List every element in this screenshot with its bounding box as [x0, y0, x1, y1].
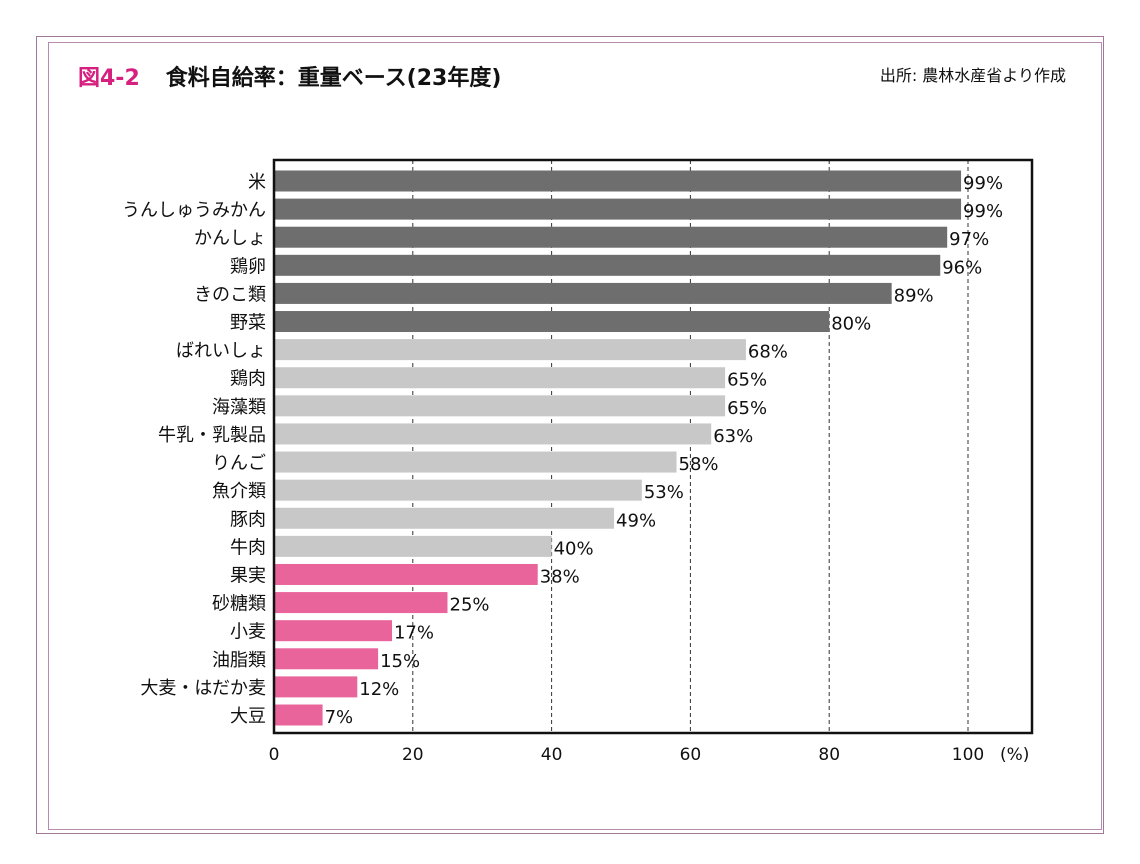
bar — [274, 676, 358, 698]
bar — [274, 507, 615, 529]
bar — [274, 479, 642, 501]
category-label: 砂糖類 — [212, 594, 266, 615]
bar — [274, 423, 712, 445]
title-text: 食料自給率：重量ベース(23年度) — [165, 66, 502, 91]
bar — [274, 254, 941, 276]
data-label: 99% — [963, 173, 1003, 194]
category-label: 野菜 — [230, 313, 266, 334]
category-label: 魚介類 — [212, 481, 266, 502]
data-label: 65% — [727, 398, 767, 419]
x-tick-label: 80 — [818, 745, 840, 765]
category-label: 海藻類 — [212, 397, 266, 418]
data-label: 25% — [450, 595, 490, 616]
data-label: 80% — [831, 314, 871, 335]
bar — [274, 648, 379, 670]
x-tick-label: 0 — [269, 745, 280, 765]
category-label: 大麦・はだか麦 — [140, 678, 266, 699]
data-label: 49% — [616, 510, 656, 531]
bar — [274, 395, 726, 417]
data-label: 40% — [554, 538, 594, 559]
category-label: うんしゅうみかん — [122, 200, 266, 221]
data-label: 89% — [894, 285, 934, 306]
category-label: 牛肉 — [230, 537, 266, 558]
x-tick-label: 40 — [541, 745, 563, 765]
data-label: 68% — [748, 342, 788, 363]
bar — [274, 620, 392, 642]
data-label: 65% — [727, 370, 767, 391]
category-label: 小麦 — [230, 622, 266, 643]
data-label: 58% — [679, 454, 719, 475]
outer-frame — [36, 36, 1104, 834]
category-label: 鶏肉 — [230, 369, 266, 390]
data-label: 53% — [644, 482, 684, 503]
inner-frame — [48, 42, 1102, 830]
data-label: 63% — [713, 426, 753, 447]
category-label: 果実 — [230, 565, 266, 586]
category-label: かんしょ — [194, 228, 266, 249]
category-label: 鶏卵 — [230, 256, 266, 277]
bar — [274, 282, 892, 304]
category-label: 豚肉 — [230, 509, 266, 530]
category-label: 牛乳・乳製品 — [158, 425, 266, 446]
bar — [274, 592, 448, 614]
data-label: 17% — [394, 623, 434, 644]
bar — [274, 563, 538, 585]
data-label: 99% — [963, 201, 1003, 222]
bar — [274, 704, 323, 726]
x-tick-label: 100 — [952, 745, 984, 765]
x-tick-label: 60 — [680, 745, 702, 765]
bar — [274, 311, 830, 333]
data-label: 38% — [540, 566, 580, 587]
category-label: りんご — [212, 453, 266, 474]
bar — [274, 226, 948, 248]
data-label: 96% — [942, 257, 982, 278]
data-label: 12% — [359, 679, 399, 700]
category-label: ばれいしょ — [176, 341, 266, 362]
data-label: 15% — [380, 651, 420, 672]
category-label: きのこ類 — [194, 284, 266, 305]
bar — [274, 367, 726, 389]
bar — [274, 170, 962, 192]
bar — [274, 339, 746, 361]
category-label: 油脂類 — [212, 650, 266, 671]
chart-title: 図4-2 食料自給率：重量ベース(23年度) — [78, 60, 501, 92]
data-label: 7% — [325, 707, 354, 728]
bar — [274, 535, 552, 557]
x-tick-label: 20 — [402, 745, 424, 765]
data-label: 97% — [949, 229, 989, 250]
bar — [274, 198, 962, 220]
x-unit-label: (%) — [1000, 745, 1029, 765]
plot-frame — [272, 158, 1034, 735]
source-note: 出所: 農林水産省より作成 — [879, 66, 1066, 85]
figure-number: 図4-2 — [78, 66, 140, 91]
bar — [274, 451, 677, 473]
category-label: 米 — [248, 172, 266, 193]
category-label: 大豆 — [230, 706, 266, 727]
